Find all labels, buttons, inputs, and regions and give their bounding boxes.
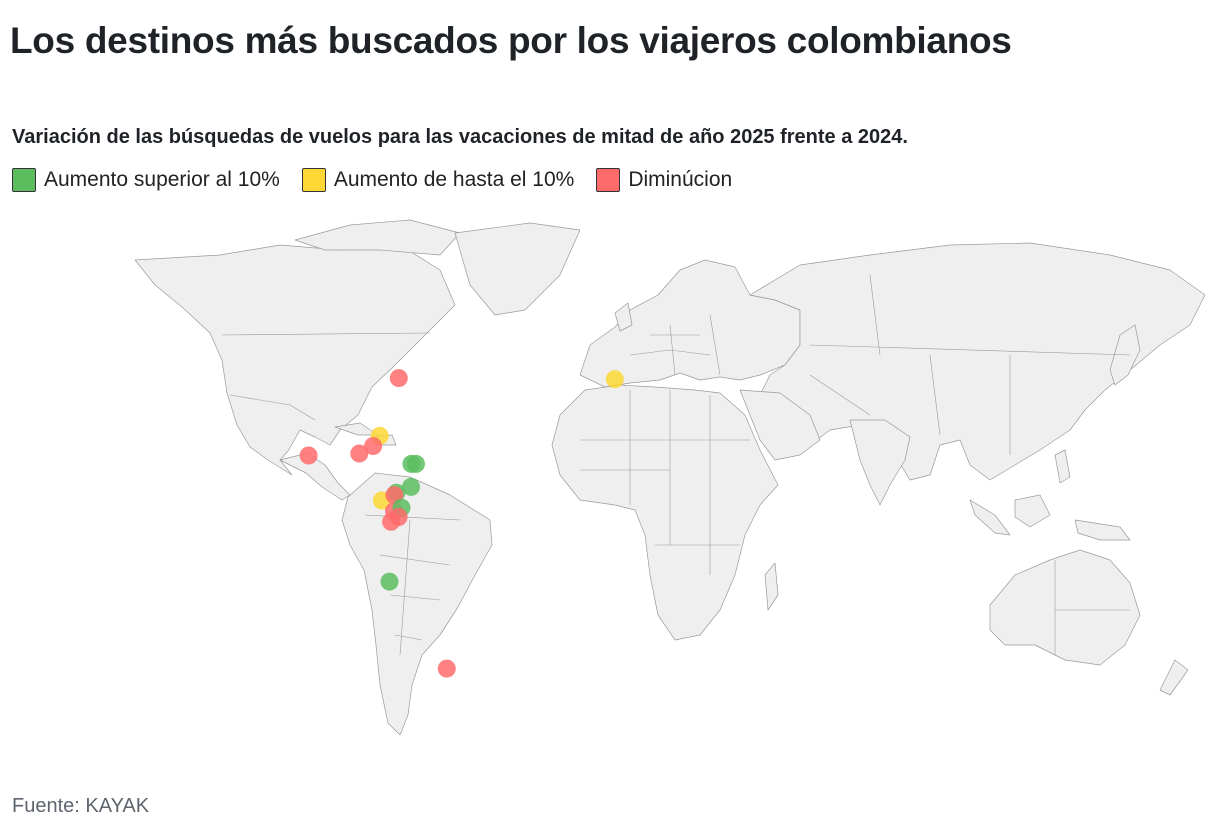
- asia-borders: [809, 274, 1131, 455]
- destination-points: [299, 369, 624, 678]
- destination-marker[interactable]: [389, 369, 408, 388]
- destination-marker[interactable]: [605, 370, 624, 389]
- madagascar-shape: [764, 562, 779, 611]
- arctic-islands-shape: [294, 219, 461, 256]
- destination-marker[interactable]: [382, 512, 401, 531]
- sumatra-shape: [969, 499, 1011, 536]
- us-mexico-border: [229, 394, 316, 421]
- chart-title: Los destinos más buscados por los viajer…: [10, 20, 1012, 61]
- borneo-shape: [1014, 494, 1051, 528]
- destination-marker[interactable]: [299, 446, 318, 465]
- border-lines: [221, 274, 1131, 656]
- philippines-shape: [1054, 449, 1071, 484]
- asia-shape: [749, 242, 1206, 481]
- arabian-peninsula-shape: [739, 389, 821, 461]
- world-map: [134, 219, 1206, 736]
- europe-shape: [579, 259, 801, 388]
- north-america-shape: [134, 244, 456, 476]
- uk-shape: [614, 302, 633, 332]
- legend-swatch-yellow: [301, 168, 326, 192]
- destination-marker[interactable]: [364, 437, 383, 455]
- africa-borders: [580, 390, 750, 575]
- destination-marker[interactable]: [350, 444, 369, 463]
- destination-marker[interactable]: [402, 477, 420, 496]
- chart-subtitle: Variación de las búsquedas de vuelos par…: [12, 126, 908, 148]
- australia-shape: [989, 549, 1141, 666]
- legend-label: Aumento de hasta el 10%: [333, 168, 575, 191]
- new-guinea-shape: [1074, 519, 1131, 541]
- legend-label: Aumento superior al 10%: [44, 168, 280, 191]
- legend-item-increase-high: Aumento superior al 10%: [12, 168, 280, 192]
- legend-label: Diminúcion: [628, 168, 733, 191]
- destination-marker[interactable]: [437, 659, 456, 678]
- legend-item-decrease: Diminúcion: [596, 168, 732, 192]
- land-layer: [134, 219, 1206, 736]
- greenland-shape: [454, 222, 581, 316]
- destination-marker[interactable]: [380, 572, 399, 591]
- europe-borders: [629, 314, 721, 376]
- new-zealand-shape: [1159, 659, 1189, 696]
- australia-borders: [1054, 560, 1130, 655]
- legend-swatch-green: [12, 168, 36, 192]
- legend-swatch-red: [596, 168, 621, 192]
- south-america-shape: [341, 472, 493, 736]
- legend: Aumento superior al 10% Aumento de hasta…: [12, 168, 732, 192]
- legend-item-increase-low: Aumento de hasta el 10%: [301, 168, 575, 192]
- us-canada-border: [221, 332, 431, 336]
- africa-shape: [551, 384, 779, 641]
- source-note: Fuente: KAYAK: [12, 795, 150, 817]
- india-shape: [849, 419, 911, 506]
- destination-marker[interactable]: [407, 454, 425, 473]
- south-america-borders: [364, 514, 461, 656]
